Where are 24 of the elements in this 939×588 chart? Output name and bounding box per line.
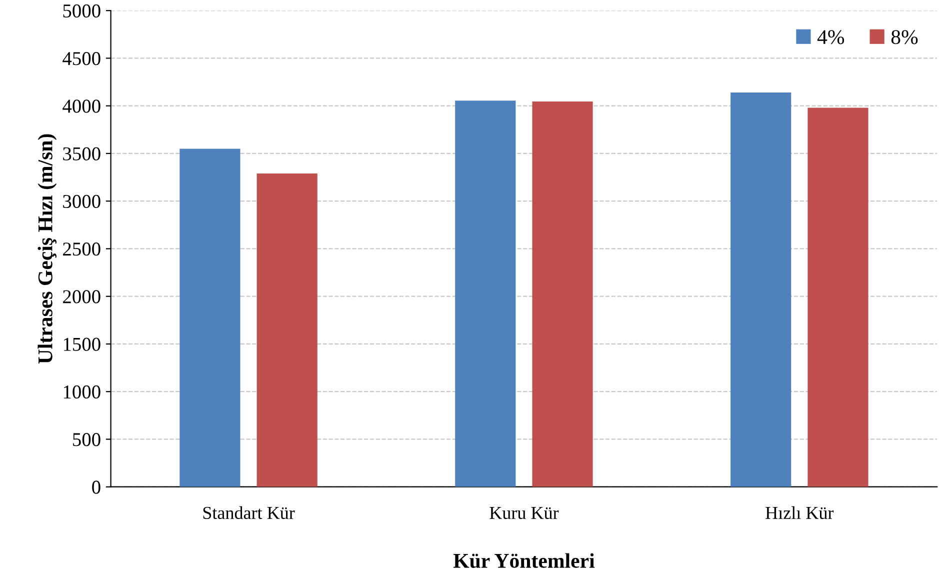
x-axis-title: Kür Yöntemleri: [453, 553, 595, 568]
y-tick-label: 3500: [63, 147, 100, 160]
bar: [180, 148, 240, 487]
y-tick-label: 5000: [63, 4, 100, 18]
bar: [730, 92, 792, 487]
y-tick-label: 2000: [63, 290, 100, 304]
y-tick-label: 4500: [62, 52, 100, 66]
y-tick-label: 2500: [63, 242, 100, 256]
y-tick-label: 0: [92, 480, 100, 494]
y-tick-label: 1500: [64, 338, 100, 351]
y-tick-label: 4000: [62, 100, 100, 113]
bar: [532, 102, 593, 487]
x-tick-label: Kuru Kür: [490, 507, 559, 520]
legend-label: 8%: [891, 30, 918, 44]
bar: [808, 108, 868, 487]
y-tick-label: 1000: [64, 385, 100, 399]
x-tick-label: Standart Kür: [203, 506, 295, 520]
legend-label: 4%: [817, 30, 844, 44]
y-tick-label: 3000: [63, 194, 100, 208]
y-axis-title: Ultrases Geçiş Hızı (m/sn): [38, 134, 57, 364]
y-tick-label: 500: [73, 433, 100, 446]
bar: [455, 100, 516, 487]
bar: [256, 173, 318, 487]
x-tick-label: Hızlı Kür: [766, 506, 834, 520]
